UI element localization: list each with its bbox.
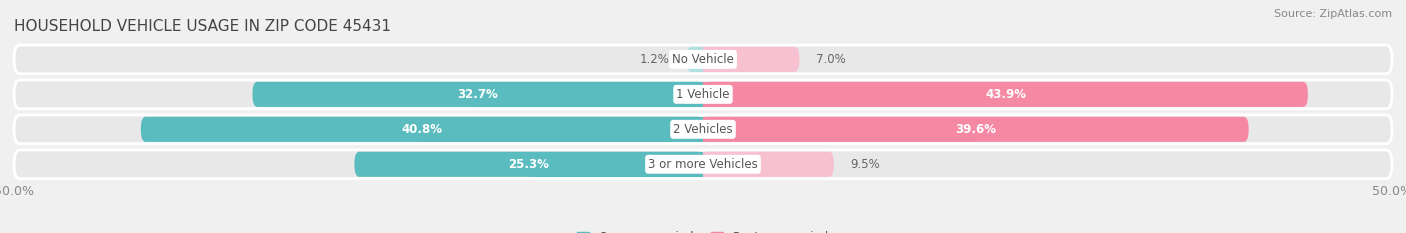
Text: 25.3%: 25.3% (508, 158, 550, 171)
Bar (703, 117, 976, 142)
Bar (478, 82, 703, 107)
FancyBboxPatch shape (703, 117, 1249, 142)
Legend: Owner-occupied, Renter-occupied: Owner-occupied, Renter-occupied (572, 226, 834, 233)
FancyBboxPatch shape (703, 82, 1308, 107)
Text: 2 Vehicles: 2 Vehicles (673, 123, 733, 136)
FancyBboxPatch shape (354, 152, 703, 177)
Text: 39.6%: 39.6% (955, 123, 997, 136)
Text: No Vehicle: No Vehicle (672, 53, 734, 66)
Bar (695, 47, 703, 72)
Text: 3 or more Vehicles: 3 or more Vehicles (648, 158, 758, 171)
FancyBboxPatch shape (686, 47, 703, 72)
Text: 7.0%: 7.0% (815, 53, 846, 66)
Bar (703, 152, 769, 177)
FancyBboxPatch shape (14, 150, 1392, 179)
Bar (529, 152, 703, 177)
Text: 32.7%: 32.7% (457, 88, 498, 101)
FancyBboxPatch shape (703, 152, 834, 177)
FancyBboxPatch shape (14, 80, 1392, 109)
FancyBboxPatch shape (14, 115, 1392, 144)
Text: 1 Vehicle: 1 Vehicle (676, 88, 730, 101)
FancyBboxPatch shape (14, 45, 1392, 74)
Bar (703, 47, 751, 72)
Text: 1.2%: 1.2% (640, 53, 669, 66)
FancyBboxPatch shape (253, 82, 703, 107)
Text: HOUSEHOLD VEHICLE USAGE IN ZIP CODE 45431: HOUSEHOLD VEHICLE USAGE IN ZIP CODE 4543… (14, 19, 391, 34)
Text: 43.9%: 43.9% (986, 88, 1026, 101)
FancyBboxPatch shape (141, 117, 703, 142)
FancyBboxPatch shape (703, 47, 800, 72)
Bar (703, 82, 1005, 107)
Bar (422, 117, 703, 142)
Text: 40.8%: 40.8% (401, 123, 443, 136)
Text: 9.5%: 9.5% (851, 158, 880, 171)
Text: Source: ZipAtlas.com: Source: ZipAtlas.com (1274, 9, 1392, 19)
